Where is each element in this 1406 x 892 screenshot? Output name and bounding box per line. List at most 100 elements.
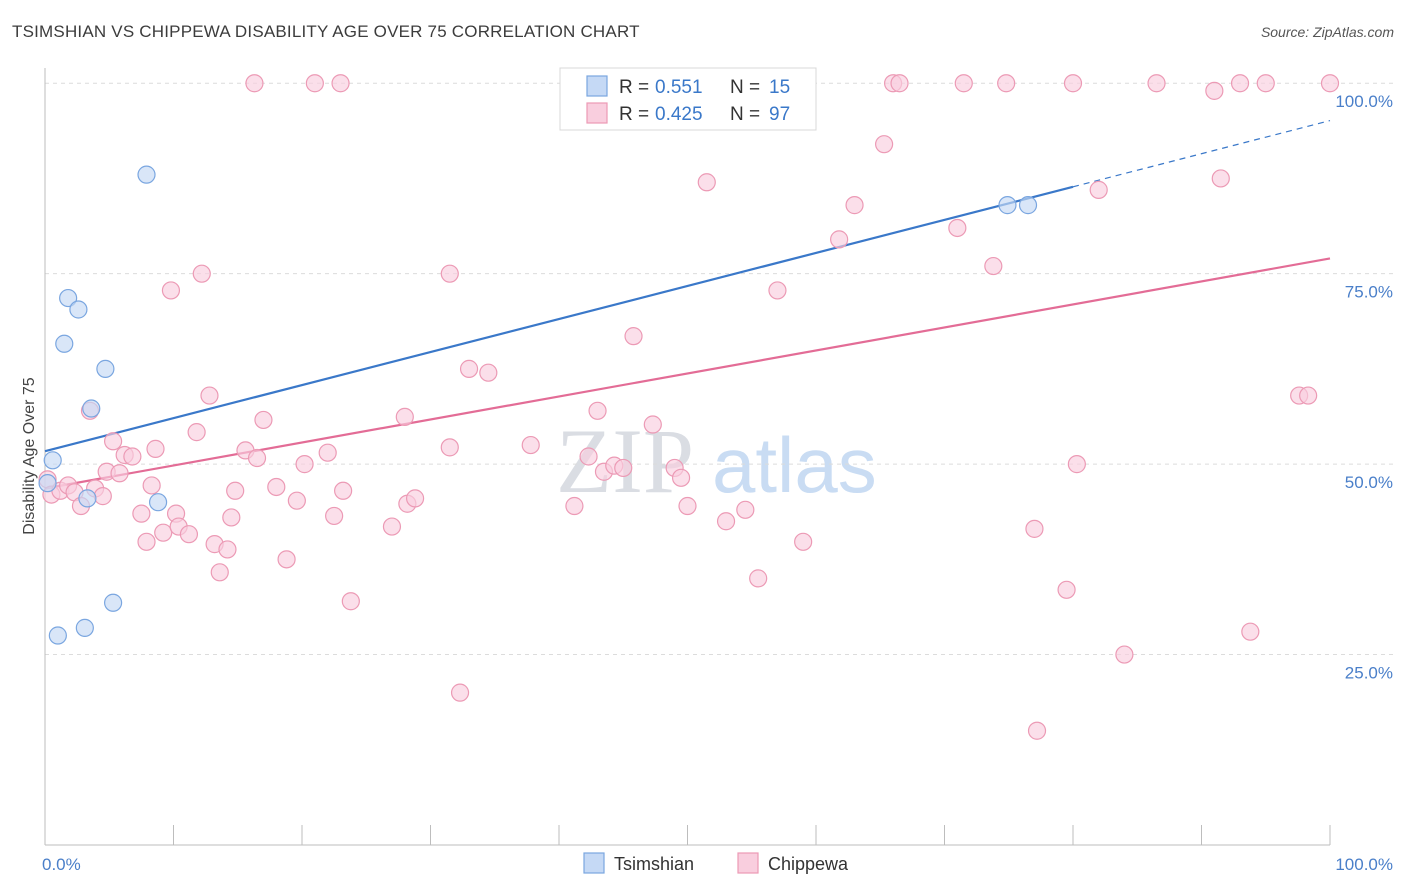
- data-point-chippewa: [325, 506, 344, 526]
- x-tick-label-left: 0.0%: [42, 855, 81, 874]
- data-point-chippewa: [1211, 169, 1230, 188]
- legend-n-value-chippewa: 97: [769, 104, 790, 125]
- stats-legend: R = 0.551 N = 15 R = 0.425 N = 97: [559, 67, 817, 131]
- series-legend: Tsimshian Chippewa: [583, 852, 849, 874]
- data-point-chippewa: [614, 458, 633, 478]
- watermark: ZIP atlas: [556, 410, 877, 512]
- data-point-chippewa: [161, 281, 181, 300]
- data-point-chippewa: [331, 74, 350, 93]
- data-points: [38, 74, 1340, 740]
- data-point-chippewa: [267, 477, 286, 497]
- data-point-chippewa: [295, 455, 314, 474]
- data-point-tsimshian: [48, 626, 67, 645]
- watermark-atlas: atlas: [712, 421, 877, 509]
- data-point-chippewa: [382, 517, 402, 536]
- data-point-chippewa: [93, 487, 112, 506]
- data-point-chippewa: [305, 74, 324, 93]
- data-point-chippewa: [997, 74, 1016, 93]
- data-point-chippewa: [287, 491, 306, 510]
- data-point-chippewa: [768, 281, 787, 300]
- data-point-tsimshian: [75, 618, 94, 637]
- data-point-chippewa: [875, 135, 894, 154]
- data-point-tsimshian: [96, 359, 115, 378]
- data-point-chippewa: [1241, 622, 1260, 641]
- data-point-chippewa: [318, 443, 337, 462]
- bottom-legend-label-tsimshian: Tsimshian: [614, 854, 694, 874]
- data-point-tsimshian: [59, 288, 78, 308]
- data-point-tsimshian: [82, 399, 101, 418]
- legend-r-value-tsimshian: 0.551: [655, 77, 703, 98]
- data-point-chippewa: [132, 504, 151, 523]
- data-point-chippewa: [440, 438, 459, 457]
- data-point-chippewa: [890, 74, 909, 93]
- data-point-chippewa: [226, 481, 245, 500]
- data-point-chippewa: [948, 218, 967, 238]
- bottom-legend-swatch-tsimshian: [583, 852, 605, 874]
- legend-r-label-chippewa: R =: [619, 104, 649, 125]
- x-tick-label-right: 100.0%: [1335, 855, 1393, 874]
- data-point-tsimshian: [137, 165, 156, 184]
- legend-swatch-tsimshian: [586, 75, 608, 97]
- data-point-chippewa: [405, 489, 425, 508]
- data-point-chippewa: [247, 448, 267, 468]
- y-tick-label: 25.0%: [1345, 664, 1393, 683]
- data-point-chippewa: [579, 447, 598, 466]
- data-point-chippewa: [521, 435, 540, 455]
- data-point-chippewa: [459, 359, 479, 378]
- bottom-legend-swatch-chippewa: [737, 852, 759, 874]
- y-tick-label: 50.0%: [1345, 473, 1393, 492]
- data-point-chippewa: [341, 592, 360, 611]
- data-point-chippewa: [1299, 386, 1318, 405]
- data-point-chippewa: [218, 540, 237, 559]
- gridlines: [45, 82, 1395, 656]
- data-point-chippewa: [179, 525, 199, 544]
- data-point-chippewa: [1230, 74, 1250, 93]
- data-point-chippewa: [1147, 74, 1166, 93]
- data-point-chippewa: [678, 496, 697, 516]
- data-point-chippewa: [1027, 721, 1047, 740]
- data-point-chippewa: [984, 256, 1003, 276]
- data-point-chippewa: [479, 363, 498, 382]
- data-point-chippewa: [277, 550, 296, 569]
- y-tick-labels: 25.0% 50.0% 75.0% 100.0%: [1335, 92, 1393, 682]
- trendline-extension-tsimshian: [1072, 119, 1331, 188]
- data-point-chippewa: [671, 468, 691, 487]
- data-point-chippewa: [830, 230, 849, 249]
- data-point-chippewa: [334, 481, 353, 500]
- data-point-chippewa: [565, 496, 584, 516]
- data-point-tsimshian: [148, 493, 168, 512]
- legend-n-label-chippewa: N =: [730, 104, 760, 125]
- data-point-tsimshian: [998, 196, 1017, 215]
- data-point-chippewa: [697, 173, 716, 192]
- legend-n-label-tsimshian: N =: [730, 77, 760, 98]
- data-point-chippewa: [245, 74, 264, 93]
- data-point-tsimshian: [38, 474, 57, 493]
- source-label: Source: ZipAtlas.com: [1260, 24, 1394, 40]
- data-point-tsimshian: [69, 300, 88, 319]
- legend-n-value-tsimshian: 15: [769, 77, 790, 98]
- data-point-chippewa: [588, 401, 607, 420]
- data-point-chippewa: [1067, 455, 1086, 474]
- data-point-chippewa: [154, 523, 173, 542]
- data-point-chippewa: [736, 500, 755, 519]
- chart-title: TSIMSHIAN VS CHIPPEWA DISABILITY AGE OVE…: [12, 22, 640, 41]
- data-point-chippewa: [1115, 645, 1134, 664]
- data-point-chippewa: [1205, 81, 1224, 100]
- data-point-chippewa: [110, 464, 129, 483]
- trendline-tsimshian: [44, 185, 1074, 453]
- data-point-chippewa: [749, 569, 768, 588]
- data-point-chippewa: [624, 327, 643, 346]
- data-point-chippewa: [210, 563, 229, 582]
- data-point-chippewa: [137, 532, 156, 551]
- data-point-chippewa: [142, 476, 161, 495]
- y-tick-label: 75.0%: [1345, 283, 1393, 302]
- data-point-chippewa: [440, 264, 459, 283]
- data-point-chippewa: [395, 407, 414, 426]
- data-point-chippewa: [954, 74, 973, 93]
- data-point-chippewa: [450, 683, 470, 702]
- legend-r-label-tsimshian: R =: [619, 77, 649, 98]
- legend-r-value-chippewa: 0.425: [655, 104, 703, 125]
- data-point-chippewa: [254, 410, 273, 430]
- data-point-tsimshian: [43, 451, 62, 470]
